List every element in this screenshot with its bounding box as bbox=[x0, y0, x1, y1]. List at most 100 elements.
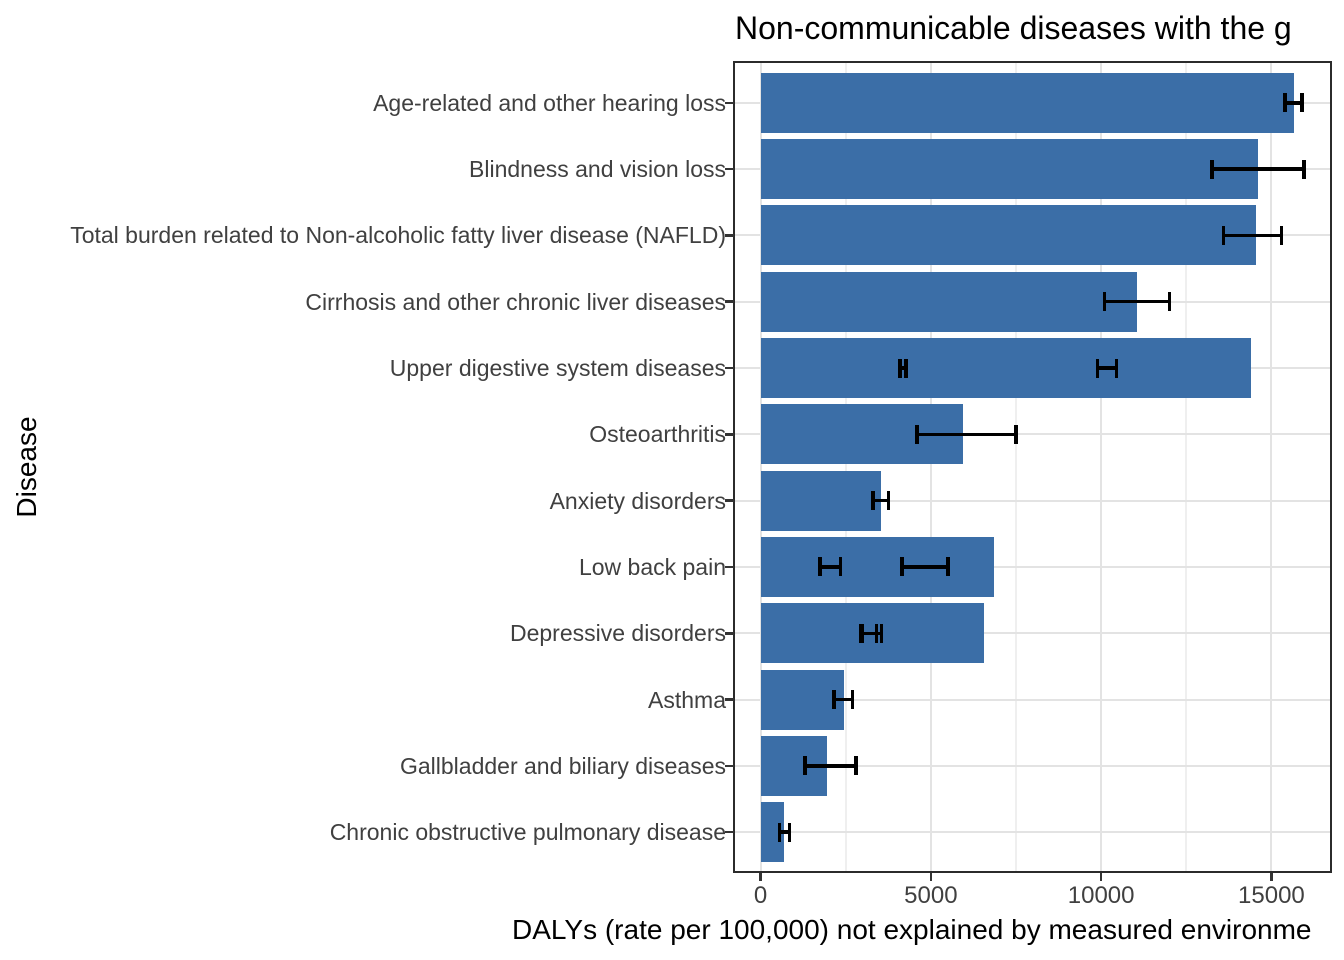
gridline-major bbox=[734, 499, 1331, 502]
error-bar-cap bbox=[1102, 292, 1107, 312]
y-axis-label: Chronic obstructive pulmonary disease bbox=[329, 819, 726, 846]
gridline-major bbox=[734, 565, 1331, 568]
y-tick-mark bbox=[725, 698, 734, 701]
bar-chronic-obstructive-pulmonary-disease bbox=[760, 802, 785, 863]
error-bar-cap bbox=[1300, 93, 1304, 113]
error-bar-line bbox=[833, 697, 853, 702]
error-bar-line bbox=[1104, 299, 1170, 304]
y-tick-mark bbox=[725, 764, 734, 768]
gridline-major bbox=[1270, 63, 1273, 872]
gridline-major bbox=[734, 764, 1331, 767]
gridline-major bbox=[759, 63, 762, 872]
bar-total-burden-related-to-non-alcoholic-fatty-live bbox=[760, 205, 1257, 266]
gridline-minor bbox=[1014, 63, 1017, 872]
gridline-major bbox=[734, 698, 1331, 701]
gridline-minor bbox=[844, 63, 847, 872]
x-tick-label: 10000 bbox=[1067, 882, 1135, 909]
y-tick-mark bbox=[725, 101, 734, 105]
bar-blindness-and-vision-loss bbox=[760, 139, 1258, 200]
y-tick-mark bbox=[725, 300, 734, 303]
error-bar-cap bbox=[1114, 358, 1119, 378]
error-bar-line bbox=[872, 498, 889, 503]
bar-low-back-pain bbox=[760, 536, 994, 597]
x-tick-mark bbox=[759, 873, 762, 881]
y-axis-label: Asthma bbox=[648, 686, 726, 713]
error-bar-cap bbox=[898, 358, 902, 378]
bar-asthma bbox=[760, 669, 844, 730]
error-bar-line bbox=[1211, 167, 1304, 171]
gridline-minor bbox=[1185, 63, 1188, 872]
error-bar-line bbox=[901, 565, 948, 569]
error-bar-cap bbox=[787, 822, 792, 842]
error-bar-cap bbox=[1210, 159, 1214, 179]
x-tick-mark bbox=[1099, 873, 1103, 881]
error-bar-cap bbox=[1221, 225, 1226, 245]
y-tick-mark bbox=[725, 234, 734, 237]
bar-anxiety-disorders bbox=[760, 470, 882, 531]
error-bar-line bbox=[779, 830, 790, 834]
y-axis-label: Total burden related to Non-alcoholic fa… bbox=[70, 222, 726, 249]
x-axis-title: DALYs (rate per 100,000) not explained b… bbox=[512, 914, 1312, 945]
y-axis-label: Blindness and vision loss bbox=[469, 156, 726, 183]
error-bar-line bbox=[804, 764, 856, 768]
x-tick-label: 0 bbox=[753, 882, 768, 909]
error-bar-cap bbox=[1279, 225, 1284, 245]
error-bar-cap bbox=[832, 690, 836, 710]
error-bar-cap bbox=[886, 491, 891, 511]
error-bar-cap bbox=[818, 557, 822, 577]
error-bar-cap bbox=[1302, 159, 1306, 179]
error-bar-line bbox=[917, 432, 1016, 437]
y-tick-mark bbox=[725, 167, 734, 171]
gridline-major bbox=[929, 63, 932, 872]
x-tick-label: 5000 bbox=[904, 882, 958, 909]
error-bar-cap bbox=[1095, 358, 1100, 378]
y-tick-mark bbox=[725, 830, 734, 834]
error-bar-line bbox=[862, 631, 882, 636]
error-bar-cap bbox=[1014, 424, 1018, 444]
x-tick-mark bbox=[929, 873, 933, 881]
gridline-major bbox=[734, 433, 1331, 436]
error-bar-line bbox=[820, 565, 841, 569]
error-bar-cap bbox=[1283, 93, 1287, 113]
error-bar-cap bbox=[915, 424, 919, 444]
y-tick-mark bbox=[725, 499, 734, 502]
y-axis-label: Upper digestive system diseases bbox=[389, 355, 726, 382]
error-bar-cap bbox=[879, 623, 884, 643]
gridline-major bbox=[1100, 63, 1103, 872]
error-bar-cap bbox=[946, 557, 950, 577]
error-bar-cap bbox=[854, 756, 858, 776]
error-bar-cap bbox=[850, 690, 855, 710]
y-axis-label: Osteoarthritis bbox=[589, 421, 726, 448]
y-tick-mark bbox=[725, 366, 734, 370]
chart-title: Non-communicable diseases with the g bbox=[735, 10, 1292, 46]
y-tick-mark bbox=[725, 632, 734, 635]
gridline-major bbox=[734, 831, 1331, 834]
error-bar-cap bbox=[860, 623, 865, 643]
y-axis-label: Low back pain bbox=[578, 553, 726, 580]
error-bar-cap bbox=[777, 822, 782, 842]
y-tick-mark bbox=[725, 565, 734, 569]
y-axis-title: Disease bbox=[11, 416, 42, 518]
y-axis-label: Anxiety disorders bbox=[549, 487, 726, 514]
y-tick-mark bbox=[725, 433, 734, 436]
error-bar-line bbox=[1097, 366, 1117, 370]
bar-cirrhosis-and-other-chronic-liver-diseases bbox=[760, 271, 1137, 332]
y-axis-label: Cirrhosis and other chronic liver diseas… bbox=[305, 288, 726, 315]
error-bar-cap bbox=[871, 491, 875, 511]
error-bar-cap bbox=[900, 557, 904, 577]
y-axis-label: Depressive disorders bbox=[509, 620, 726, 647]
x-tick-label: 15000 bbox=[1238, 882, 1305, 909]
error-bar-line bbox=[1285, 101, 1303, 105]
bar-age-related-and-other-hearing-loss bbox=[760, 72, 1294, 133]
error-bar-cap bbox=[904, 358, 908, 378]
error-bar-line bbox=[1223, 233, 1282, 238]
error-bar-cap bbox=[838, 557, 843, 577]
error-bar-cap bbox=[803, 756, 807, 776]
gridline-major bbox=[734, 632, 1331, 635]
error-bar-line bbox=[900, 366, 906, 370]
error-bar-cap bbox=[1167, 292, 1171, 312]
y-axis-label: Gallbladder and biliary diseases bbox=[399, 752, 726, 779]
y-axis-label: Age-related and other hearing loss bbox=[373, 89, 726, 116]
